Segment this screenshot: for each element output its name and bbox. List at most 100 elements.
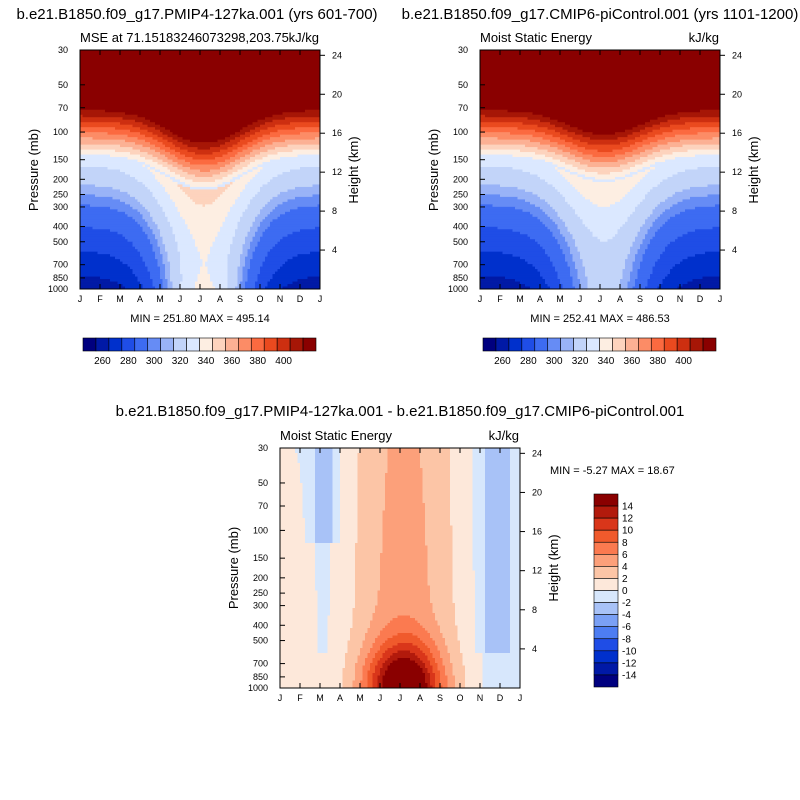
contour-cell [422,668,428,671]
contour-cell [267,181,321,185]
contour-cell [240,176,253,180]
contour-cell [355,550,383,554]
contour-cell [702,276,721,280]
contour-cell [447,685,456,689]
contour-cell [277,241,321,245]
contour-cell [215,199,236,203]
contour-cell [592,201,616,205]
contour-cell [472,480,486,484]
contour-cell [212,201,236,205]
contour-cell [217,196,238,200]
contour-cell [232,149,243,153]
contour-cell [430,595,453,599]
contour-cell [510,648,521,651]
contour-cell [370,650,378,654]
contour-cell [80,129,131,133]
contour-cell [280,575,316,579]
contour-cell [577,167,631,170]
contour-cell [227,274,238,277]
contour-cell [452,565,473,569]
contour-cell [472,545,486,549]
contour-cell [385,673,426,676]
contour-cell [122,117,146,121]
contour-cell [230,139,241,143]
contour-cell [232,239,246,243]
contour-cell [280,650,318,654]
contour-cell [155,174,166,178]
contour-cell [652,129,673,133]
contour-cell [305,538,316,541]
contour-cell [252,221,261,225]
contour-cell [280,555,316,559]
contour-cell [227,261,241,265]
contour-cell [642,162,656,165]
contour-cell [485,533,511,536]
contour-cell [272,142,321,145]
contour-cell [222,224,238,228]
contour-cell [452,575,476,579]
p-tick-label: 250 [453,190,468,200]
contour-cell [132,241,151,245]
contour-cell [420,648,431,651]
contour-cell [147,167,151,170]
contour-cell [485,598,511,601]
contour-cell [255,159,271,163]
contour-cell [580,286,588,290]
contour-cell [80,201,126,205]
contour-cell [222,191,241,195]
contour-cell [317,633,328,636]
contour-cell [317,590,331,594]
contour-cell [625,264,633,267]
contour-cell [80,286,126,290]
contour-cell [302,500,316,504]
contour-cell [180,174,196,178]
contour-cell [475,590,486,594]
colorbar-label: -10 [622,646,637,657]
panel-pi-colorbar: 260 280 300 320 340 360 380 400 [482,337,717,367]
contour-cell [180,286,196,290]
contour-cell [347,643,363,646]
contour-cell [267,214,281,218]
contour-cell [382,535,426,539]
contour-cell [140,149,156,153]
contour-cell [332,493,341,496]
contour-cell [180,271,201,275]
contour-cell [567,201,593,205]
contour-cell [340,520,358,524]
contour-cell [257,274,273,277]
contour-cell [157,264,166,267]
contour-cell [255,249,271,253]
contour-cell [187,171,221,175]
contour-cell [455,603,476,606]
contour-cell [175,144,188,148]
contour-cell [472,518,486,521]
contour-cell [142,216,153,220]
p-tick-label: 700 [253,659,268,669]
contour-cell [460,643,476,646]
contour-cell [80,249,138,253]
contour-cell [432,685,436,689]
contour-cell [80,127,116,131]
contour-cell [475,615,486,619]
contour-cell [177,244,196,248]
contour-cell [340,473,358,476]
p-tick-label: 250 [253,588,268,598]
x-tick-label: M [516,294,524,304]
contour-cell [80,216,133,220]
contour-cell [160,171,166,175]
contour-cell [130,266,148,270]
contour-cell [582,194,626,198]
contour-cell [660,181,721,185]
contour-cell [197,246,211,250]
contour-cell [562,127,578,131]
contour-cell [607,239,636,243]
contour-cell [352,625,371,629]
contour-cell [317,204,321,208]
contour-cell [485,553,511,556]
contour-cell [657,259,683,263]
p-tick-label: 70 [258,501,268,511]
contour-cell [237,196,253,200]
contour-cell [582,264,626,267]
contour-cell [480,259,526,263]
contour-cell [572,281,581,285]
